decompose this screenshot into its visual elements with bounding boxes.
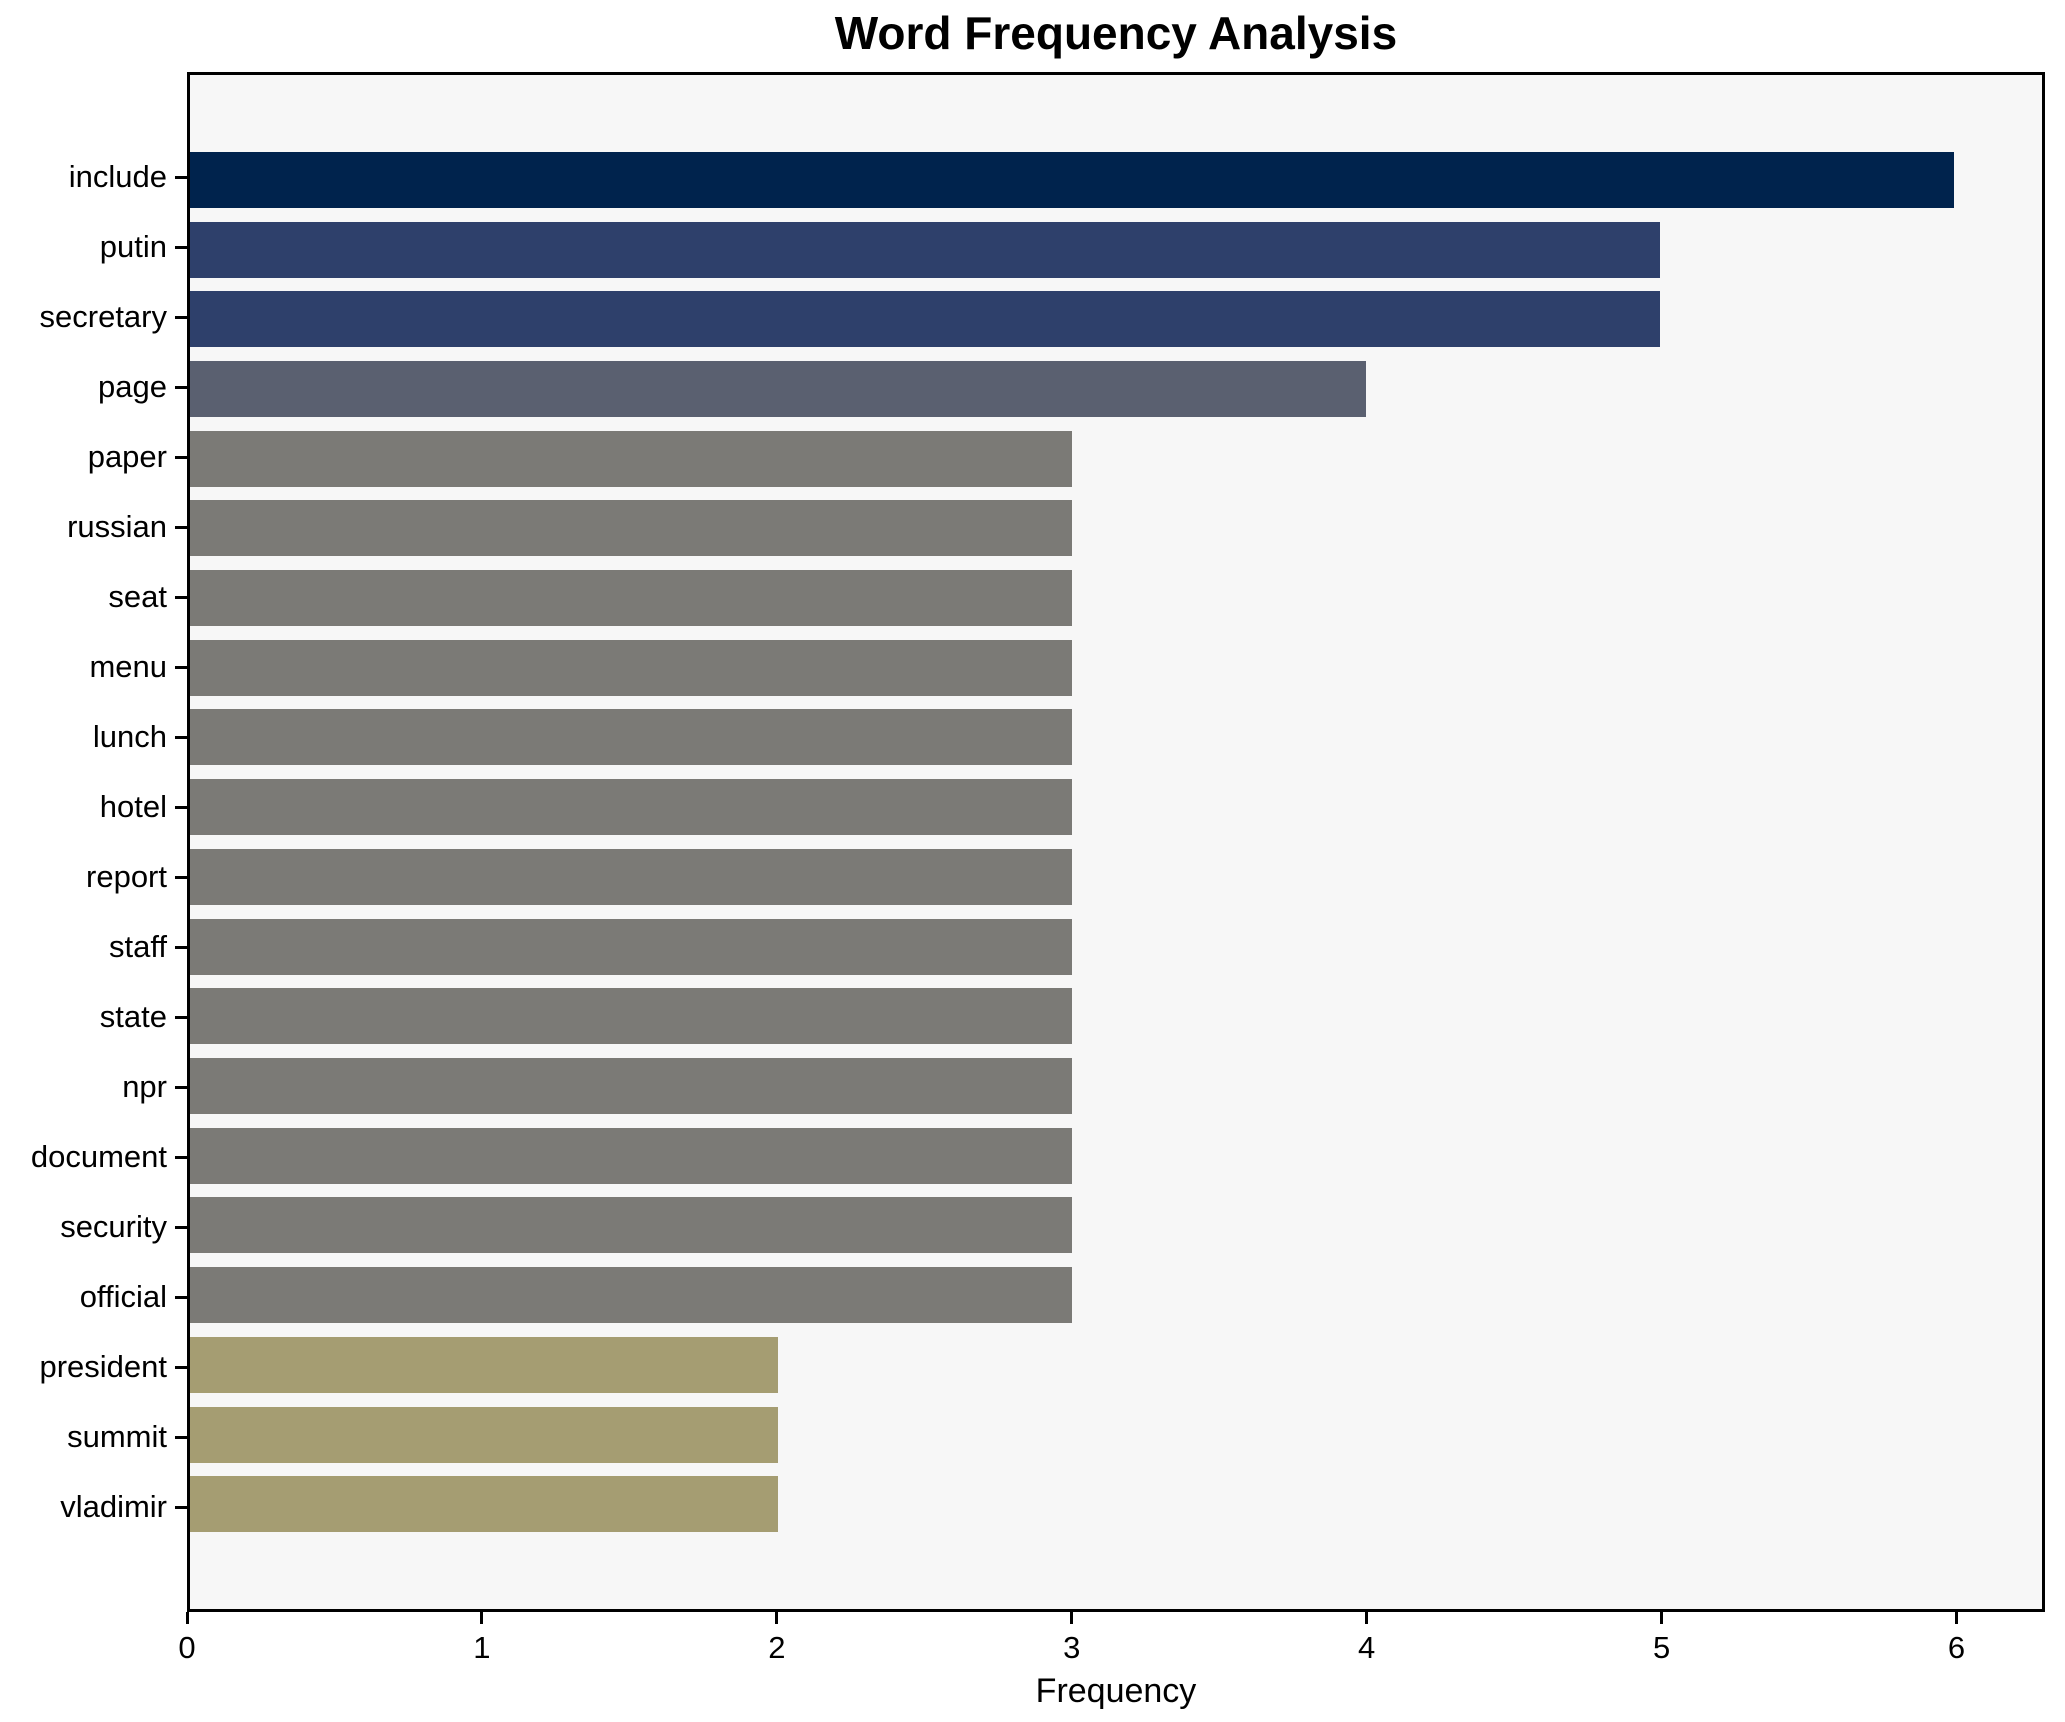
x-tick-mark: [1365, 1612, 1369, 1624]
y-tick-label-npr: npr: [122, 1069, 167, 1104]
bar-security: [190, 1197, 1072, 1254]
bar-state: [190, 988, 1072, 1045]
bar-row: [190, 1260, 2042, 1330]
bar-row: [190, 1121, 2042, 1191]
y-tick-mark: [175, 455, 187, 459]
y-tick-label-security: security: [60, 1209, 167, 1244]
y-tick-mark: [175, 1295, 187, 1299]
bar-russian: [190, 500, 1072, 557]
bar-row: [190, 215, 2042, 285]
bar-row: [190, 145, 2042, 215]
y-tick-label-paper: paper: [87, 439, 167, 474]
chart-title: Word Frequency Analysis: [834, 7, 1398, 59]
bar-president: [190, 1336, 778, 1393]
y-tick-mark: [175, 525, 187, 529]
bar-hotel: [190, 779, 1072, 836]
bar-row: [190, 703, 2042, 773]
bar-row: [190, 842, 2042, 912]
y-tick-label-page: page: [98, 369, 167, 404]
bar-npr: [190, 1057, 1072, 1114]
x-tick-mark: [1955, 1612, 1959, 1624]
bar-paper: [190, 430, 1072, 487]
x-tick-label-0: 0: [178, 1630, 196, 1665]
y-tick-label-menu: menu: [89, 649, 167, 684]
y-tick-label-vladimir: vladimir: [60, 1489, 167, 1524]
y-tick-mark: [175, 385, 187, 389]
y-tick-mark: [175, 595, 187, 599]
bar-lunch: [190, 709, 1072, 766]
y-tick-mark: [175, 805, 187, 809]
bar-row: [190, 1051, 2042, 1121]
y-tick-mark: [175, 175, 187, 179]
y-tick-label-hotel: hotel: [99, 789, 167, 824]
x-tick-label-6: 6: [1947, 1630, 1966, 1665]
y-tick-mark: [175, 1505, 187, 1509]
bar-row: [190, 772, 2042, 842]
y-tick-label-putin: putin: [99, 229, 167, 264]
bar-row: [190, 354, 2042, 424]
bar-official: [190, 1267, 1072, 1324]
bar-seat: [190, 570, 1072, 627]
y-tick-label-president: president: [39, 1349, 167, 1384]
y-tick-mark: [175, 1015, 187, 1019]
x-tick-label-5: 5: [1652, 1630, 1671, 1665]
y-tick-label-lunch: lunch: [92, 719, 167, 754]
bar-row: [190, 563, 2042, 633]
bar-row: [190, 1330, 2042, 1400]
bar-document: [190, 1127, 1072, 1184]
bar-row: [190, 1469, 2042, 1539]
bar-row: [190, 424, 2042, 494]
bar-menu: [190, 639, 1072, 696]
x-tick-mark: [775, 1612, 779, 1624]
x-tick-label-4: 4: [1358, 1630, 1376, 1665]
bar-row: [190, 494, 2042, 564]
bar-secretary: [190, 291, 1660, 348]
y-tick-label-report: report: [86, 859, 167, 894]
bars-container: [190, 75, 2042, 1609]
bar-row: [190, 912, 2042, 982]
y-tick-label-russian: russian: [67, 509, 167, 544]
bar-summit: [190, 1406, 778, 1463]
x-tick-mark: [1070, 1612, 1074, 1624]
bar-row: [190, 284, 2042, 354]
bar-row: [190, 981, 2042, 1051]
y-tick-label-official: official: [79, 1279, 167, 1314]
y-tick-mark: [175, 735, 187, 739]
x-tick-label-1: 1: [473, 1630, 491, 1665]
x-axis-label: Frequency: [1035, 1672, 1197, 1710]
bar-row: [190, 1400, 2042, 1470]
y-tick-mark: [175, 665, 187, 669]
y-tick-mark: [175, 245, 187, 249]
plot-area: [187, 72, 2045, 1612]
y-tick-mark: [175, 1365, 187, 1369]
x-tick-mark: [185, 1612, 189, 1624]
x-tick-label-3: 3: [1063, 1630, 1081, 1665]
bar-page: [190, 360, 1366, 417]
bar-vladimir: [190, 1476, 778, 1533]
y-tick-mark: [175, 1155, 187, 1159]
x-tick-label-2: 2: [768, 1630, 786, 1665]
y-tick-mark: [175, 945, 187, 949]
y-tick-label-secretary: secretary: [39, 299, 167, 334]
y-tick-mark: [175, 1225, 187, 1229]
x-tick-mark: [1660, 1612, 1664, 1624]
y-tick-mark: [175, 1085, 187, 1089]
bar-row: [190, 1191, 2042, 1261]
bar-staff: [190, 918, 1072, 975]
bar-putin: [190, 221, 1660, 278]
y-tick-label-staff: staff: [108, 929, 167, 964]
y-tick-label-include: include: [68, 159, 167, 194]
x-tick-mark: [480, 1612, 484, 1624]
y-tick-label-summit: summit: [67, 1419, 167, 1454]
y-tick-label-document: document: [30, 1139, 167, 1174]
y-tick-label-seat: seat: [108, 579, 167, 614]
bar-include: [190, 151, 1954, 208]
y-tick-label-state: state: [99, 999, 167, 1034]
bar-row: [190, 633, 2042, 703]
y-tick-mark: [175, 875, 187, 879]
y-tick-mark: [175, 315, 187, 319]
bar-report: [190, 848, 1072, 905]
y-tick-mark: [175, 1435, 187, 1439]
